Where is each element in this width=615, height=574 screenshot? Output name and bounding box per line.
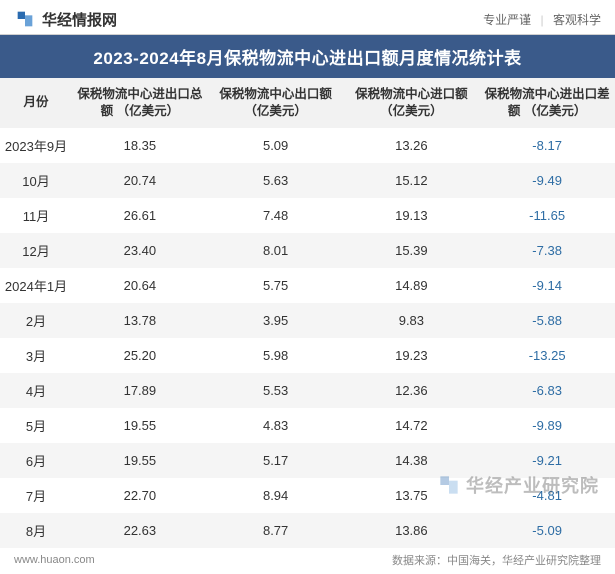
- cell-export: 4.83: [208, 408, 344, 443]
- data-table: 月份 保税物流中心进出口总额 （亿美元） 保税物流中心出口额 （亿美元） 保税物…: [0, 78, 615, 548]
- cell-import: 9.83: [344, 303, 480, 338]
- cell-diff: -9.49: [479, 163, 615, 198]
- cell-export: 7.48: [208, 198, 344, 233]
- table-head: 月份 保税物流中心进出口总额 （亿美元） 保税物流中心出口额 （亿美元） 保税物…: [0, 78, 615, 128]
- cell-export: 5.98: [208, 338, 344, 373]
- cell-month: 12月: [0, 233, 72, 268]
- cell-total: 20.74: [72, 163, 208, 198]
- brand: 华经情报网: [14, 8, 117, 30]
- cell-import: 13.75: [344, 478, 480, 513]
- cell-total: 25.20: [72, 338, 208, 373]
- cell-import: 19.23: [344, 338, 480, 373]
- cell-total: 23.40: [72, 233, 208, 268]
- cell-diff: -8.17: [479, 128, 615, 163]
- cell-month: 2024年1月: [0, 268, 72, 303]
- cell-diff: -7.38: [479, 233, 615, 268]
- cell-month: 6月: [0, 443, 72, 478]
- cell-export: 8.01: [208, 233, 344, 268]
- cell-diff: -9.21: [479, 443, 615, 478]
- cell-total: 19.55: [72, 408, 208, 443]
- table-title: 2023-2024年8月保税物流中心进出口额月度情况统计表: [0, 35, 615, 78]
- cell-diff: -6.83: [479, 373, 615, 408]
- cell-export: 8.77: [208, 513, 344, 548]
- cell-total: 20.64: [72, 268, 208, 303]
- col-header-export: 保税物流中心出口额 （亿美元）: [208, 78, 344, 128]
- cell-export: 3.95: [208, 303, 344, 338]
- cell-month: 8月: [0, 513, 72, 548]
- brand-name: 华经情报网: [42, 9, 117, 30]
- cell-export: 5.09: [208, 128, 344, 163]
- cell-export: 5.63: [208, 163, 344, 198]
- slogan: 专业严谨 | 客观科学: [483, 11, 601, 28]
- cell-diff: -5.09: [479, 513, 615, 548]
- cell-export: 8.94: [208, 478, 344, 513]
- slogan-2: 客观科学: [553, 13, 601, 27]
- col-header-month: 月份: [0, 78, 72, 128]
- table-row: 5月19.554.8314.72-9.89: [0, 408, 615, 443]
- cell-diff: -9.14: [479, 268, 615, 303]
- cell-month: 4月: [0, 373, 72, 408]
- cell-import: 19.13: [344, 198, 480, 233]
- footer-url: www.huaon.com: [14, 554, 95, 566]
- cell-total: 22.63: [72, 513, 208, 548]
- cell-total: 18.35: [72, 128, 208, 163]
- brand-logo-icon: [14, 8, 36, 30]
- col-header-diff: 保税物流中心进出口差额 （亿美元）: [479, 78, 615, 128]
- col-header-import: 保税物流中心进口额 （亿美元）: [344, 78, 480, 128]
- cell-month: 5月: [0, 408, 72, 443]
- cell-total: 19.55: [72, 443, 208, 478]
- cell-import: 12.36: [344, 373, 480, 408]
- cell-month: 7月: [0, 478, 72, 513]
- cell-month: 3月: [0, 338, 72, 373]
- table-row: 2023年9月18.355.0913.26-8.17: [0, 128, 615, 163]
- table-row: 6月19.555.1714.38-9.21: [0, 443, 615, 478]
- cell-import: 14.72: [344, 408, 480, 443]
- cell-import: 13.86: [344, 513, 480, 548]
- cell-diff: -4.81: [479, 478, 615, 513]
- cell-total: 26.61: [72, 198, 208, 233]
- cell-diff: -11.65: [479, 198, 615, 233]
- table-row: 2024年1月20.645.7514.89-9.14: [0, 268, 615, 303]
- cell-total: 22.70: [72, 478, 208, 513]
- cell-diff: -5.88: [479, 303, 615, 338]
- cell-total: 13.78: [72, 303, 208, 338]
- cell-export: 5.53: [208, 373, 344, 408]
- cell-export: 5.17: [208, 443, 344, 478]
- table-row: 2月13.783.959.83-5.88: [0, 303, 615, 338]
- cell-diff: -9.89: [479, 408, 615, 443]
- cell-diff: -13.25: [479, 338, 615, 373]
- cell-month: 11月: [0, 198, 72, 233]
- footer-source: 数据来源：中国海关，华经产业研究院整理: [392, 552, 601, 568]
- table-row: 4月17.895.5312.36-6.83: [0, 373, 615, 408]
- page-footer: www.huaon.com 数据来源：中国海关，华经产业研究院整理: [0, 548, 615, 574]
- slogan-1: 专业严谨: [483, 13, 531, 27]
- table-row: 11月26.617.4819.13-11.65: [0, 198, 615, 233]
- table-row: 10月20.745.6315.12-9.49: [0, 163, 615, 198]
- cell-import: 14.38: [344, 443, 480, 478]
- table-body: 2023年9月18.355.0913.26-8.1710月20.745.6315…: [0, 128, 615, 548]
- table-row: 3月25.205.9819.23-13.25: [0, 338, 615, 373]
- slogan-separator: |: [541, 13, 544, 27]
- cell-import: 15.12: [344, 163, 480, 198]
- cell-total: 17.89: [72, 373, 208, 408]
- cell-import: 15.39: [344, 233, 480, 268]
- cell-month: 2023年9月: [0, 128, 72, 163]
- page-header: 华经情报网 专业严谨 | 客观科学: [0, 0, 615, 35]
- cell-month: 10月: [0, 163, 72, 198]
- cell-export: 5.75: [208, 268, 344, 303]
- cell-month: 2月: [0, 303, 72, 338]
- table-row: 12月23.408.0115.39-7.38: [0, 233, 615, 268]
- table-row: 8月22.638.7713.86-5.09: [0, 513, 615, 548]
- col-header-total: 保税物流中心进出口总额 （亿美元）: [72, 78, 208, 128]
- table-row: 7月22.708.9413.75-4.81: [0, 478, 615, 513]
- cell-import: 13.26: [344, 128, 480, 163]
- cell-import: 14.89: [344, 268, 480, 303]
